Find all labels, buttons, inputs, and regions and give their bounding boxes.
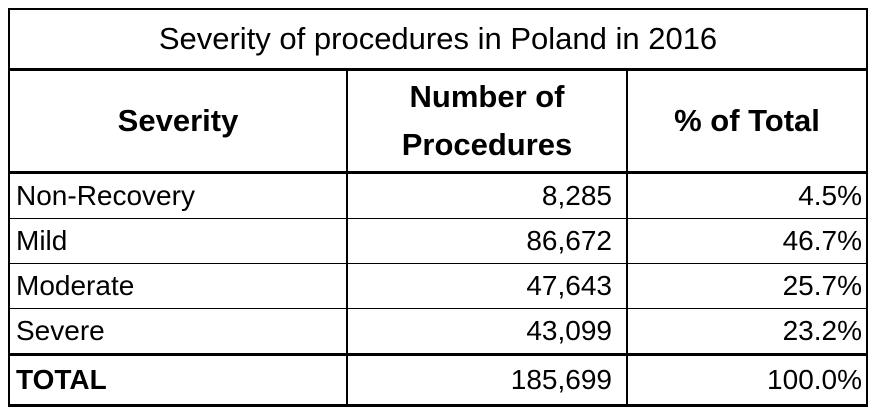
row-procedures-value: 43,099 <box>346 308 628 355</box>
table-row: Moderate 47,643 25.7% <box>8 263 869 309</box>
row-severity-label: Non-Recovery <box>8 171 348 219</box>
header-row: Severity Number of Procedures % of Total <box>8 68 869 174</box>
column-header-severity-line1: Severity <box>117 103 239 138</box>
row-severity-label: Mild <box>8 218 348 264</box>
table-row: Mild 86,672 46.7% <box>8 218 869 264</box>
table-title: Severity of procedures in Poland in 2016 <box>7 8 869 71</box>
row-severity-label: Severe <box>8 308 348 355</box>
row-procedures-value: 86,672 <box>346 218 628 264</box>
total-label: TOTAL <box>8 353 348 407</box>
row-percent-value: 46.7% <box>625 218 869 264</box>
column-header-percent-of-total: % of Total <box>625 68 869 174</box>
column-header-severity: Severity <box>8 68 348 174</box>
table-row: Severe 43,099 23.2% <box>8 308 869 355</box>
column-header-number-line2: Procedures <box>401 127 573 162</box>
total-procedures-value: 185,699 <box>346 353 628 407</box>
total-percent-value: 100.0% <box>625 353 869 407</box>
column-header-number-line1: Number of <box>409 79 565 114</box>
row-procedures-value: 8,285 <box>346 171 628 219</box>
table-row: Non-Recovery 8,285 4.5% <box>8 171 869 219</box>
row-percent-value: 23.2% <box>625 308 869 355</box>
column-header-number-of-procedures: Number of Procedures <box>346 68 628 174</box>
row-percent-value: 4.5% <box>625 171 869 219</box>
title-row: Severity of procedures in Poland in 2016 <box>7 8 869 71</box>
severity-table: Severity of procedures in Poland in 2016… <box>7 8 869 407</box>
row-severity-label: Moderate <box>8 263 348 309</box>
column-header-percent-line1: % of Total <box>674 103 820 138</box>
row-procedures-value: 47,643 <box>346 263 628 309</box>
severity-table-container: Severity of procedures in Poland in 2016… <box>7 8 869 407</box>
row-percent-value: 25.7% <box>625 263 869 309</box>
total-row: TOTAL 185,699 100.0% <box>8 353 869 407</box>
